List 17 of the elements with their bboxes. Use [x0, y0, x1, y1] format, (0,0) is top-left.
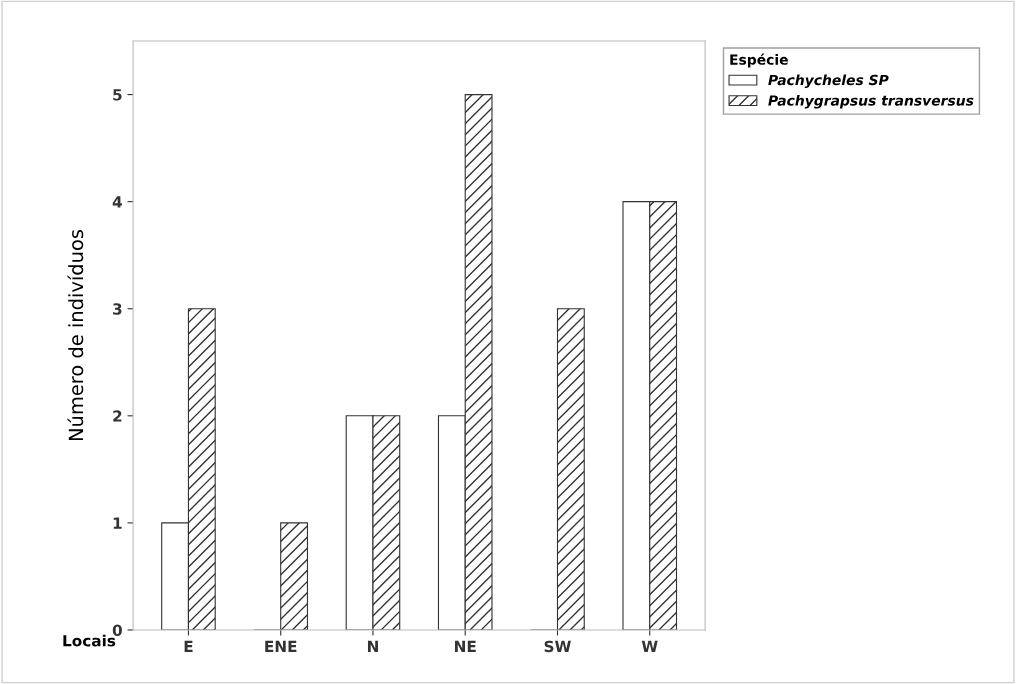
legend-label: Pachygrapsus transversus: [768, 94, 974, 109]
x-tick-label: W: [641, 640, 658, 652]
y-tick-label: 3: [113, 303, 122, 315]
y-axis-title: Número de indivíduos: [67, 229, 84, 441]
legend-label: Pachycheles SP: [768, 74, 889, 89]
y-tick-label: 0: [112, 624, 122, 636]
x-tick-label: ENE: [265, 640, 297, 652]
x-axis-title: Locais: [63, 634, 116, 647]
x-tick-label: SW: [544, 640, 571, 653]
x-tick-label: N: [367, 640, 378, 652]
y-tick-label: 2: [113, 410, 122, 422]
x-tick-label: NE: [455, 640, 476, 652]
y-tick-label: 5: [113, 89, 122, 101]
x-tick-label: E: [184, 640, 193, 652]
y-tick-label: 1: [113, 517, 122, 529]
y-tick-label: 4: [112, 196, 122, 208]
legend-title: Espécie: [730, 53, 788, 68]
